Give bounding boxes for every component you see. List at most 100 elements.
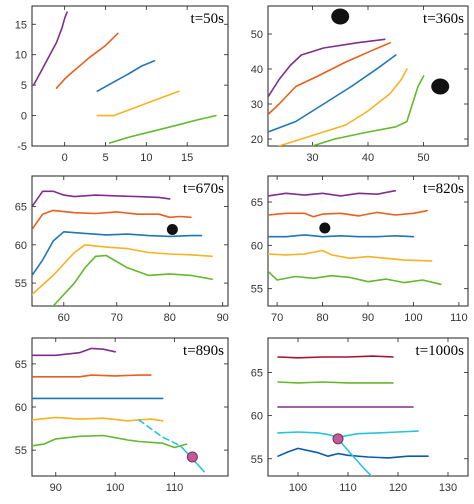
plot-content <box>32 190 213 306</box>
series-line-yellow <box>96 90 180 117</box>
series-line-green <box>311 75 425 146</box>
y-tick-label: 50 <box>251 29 263 41</box>
x-tick-label: 70 <box>111 312 123 324</box>
series-line-orange <box>32 209 192 231</box>
x-tick-label: 5 <box>102 152 108 164</box>
plot-content <box>32 347 206 473</box>
series-line-green <box>108 114 217 144</box>
series-line-yellow <box>32 416 164 422</box>
trajectory-solid <box>337 438 373 476</box>
x-tick-label: 80 <box>316 312 328 324</box>
y-tick-label: 10 <box>15 50 27 62</box>
series-line-blue <box>268 54 397 133</box>
series-line-blue <box>268 234 415 238</box>
y-tick-label: 15 <box>15 19 27 31</box>
trajectory-dashed <box>138 419 182 447</box>
series-line-orange <box>268 42 391 116</box>
x-tick-label: 70 <box>271 312 283 324</box>
panel-2: 30 40 50 20 30 40 50 t=360s <box>251 5 469 164</box>
panel-1: 0 5 10 15 -5 0 5 10 15 t=50s <box>15 5 229 164</box>
series-line-purple <box>32 347 116 357</box>
x-tick-label: 90 <box>50 482 62 494</box>
panel-4: 70 80 90 100 110 55 60 65 t=820s <box>251 175 469 324</box>
x-tick-label: 0 <box>62 152 68 164</box>
series-line-blue <box>96 60 156 92</box>
series-line-purple <box>32 190 171 208</box>
y-tick-label: 55 <box>251 284 263 296</box>
x-tick-label: 90 <box>217 312 229 324</box>
plot-content <box>268 189 442 286</box>
vehicle-marker <box>332 433 344 445</box>
series-line-yellow <box>268 249 433 262</box>
y-tick-label: 55 <box>15 445 27 457</box>
y-tick-label: 65 <box>251 197 263 209</box>
panel-title: t=50s <box>191 11 225 27</box>
series-line-orange <box>268 209 428 218</box>
series-line-green <box>32 434 188 449</box>
series-line-orange <box>55 32 119 89</box>
series-line-yellow <box>32 244 213 296</box>
x-tick-label: 40 <box>362 152 374 164</box>
panel-title: t=890s <box>183 343 224 359</box>
series-line-purple <box>268 38 386 98</box>
x-tick-label: 100 <box>289 482 307 494</box>
panel-title: t=820s <box>423 181 464 197</box>
obstacle-dot <box>319 222 331 234</box>
y-tick-label: 55 <box>15 278 27 290</box>
x-tick-label: 80 <box>164 312 176 324</box>
y-tick-label: 20 <box>251 134 263 146</box>
plot-area <box>31 5 229 147</box>
y-tick-label: 60 <box>15 240 27 252</box>
x-tick-label: 30 <box>306 152 318 164</box>
y-tick-label: 40 <box>251 64 263 76</box>
panel-title: t=360s <box>423 11 464 27</box>
y-tick-label: -5 <box>17 141 27 153</box>
obstacle-dot <box>166 224 178 236</box>
panel-title: t=1000s <box>416 343 465 359</box>
vehicle-marker <box>186 451 198 463</box>
y-tick-label: 65 <box>15 202 27 214</box>
y-tick-label: 30 <box>251 99 263 111</box>
series-line-navy <box>277 447 429 459</box>
panel-3: 60 70 80 90 55 60 65 t=670s <box>15 175 229 324</box>
y-tick-label: 65 <box>15 359 27 371</box>
x-tick-label: 60 <box>58 312 70 324</box>
plot-content <box>277 355 429 476</box>
x-tick-label: 130 <box>439 482 457 494</box>
panel-6: 100 110 120 130 55 60 65 t=1000s <box>251 337 469 494</box>
y-tick-label: 55 <box>251 454 263 466</box>
x-tick-label: 110 <box>339 482 357 494</box>
y-tick-label: 60 <box>15 402 27 414</box>
x-tick-label: 110 <box>450 312 468 324</box>
series-line-purple <box>268 189 397 197</box>
series-line-blue <box>32 231 203 277</box>
panel-title: t=670s <box>183 181 224 197</box>
x-tick-label: 90 <box>362 312 374 324</box>
series-line-green <box>268 270 442 286</box>
y-tick-label: 60 <box>251 411 263 423</box>
x-tick-label: 10 <box>140 152 152 164</box>
plot-area <box>31 175 229 307</box>
series-line-purple <box>32 11 68 86</box>
plot-content <box>32 11 217 144</box>
series-line-orange <box>32 374 152 378</box>
obstacle-dot <box>431 78 450 95</box>
x-tick-label: 100 <box>404 312 422 324</box>
series-line-yellow <box>278 68 408 146</box>
y-tick-label: 5 <box>21 80 27 92</box>
x-tick-label: 100 <box>106 482 124 494</box>
x-tick-label: 110 <box>166 482 184 494</box>
plot-content <box>268 8 450 146</box>
y-tick-label: 65 <box>251 368 263 380</box>
series-line-darkred <box>277 355 394 359</box>
x-tick-label: 50 <box>417 152 429 164</box>
y-tick-label: 0 <box>21 111 27 123</box>
plot-area <box>267 5 469 147</box>
y-tick-label: 60 <box>251 240 263 252</box>
x-tick-label: 120 <box>389 482 407 494</box>
series-line-green <box>277 381 394 384</box>
x-tick-label: 15 <box>181 152 193 164</box>
series-line-green <box>52 254 213 306</box>
obstacle-dot <box>331 8 350 25</box>
